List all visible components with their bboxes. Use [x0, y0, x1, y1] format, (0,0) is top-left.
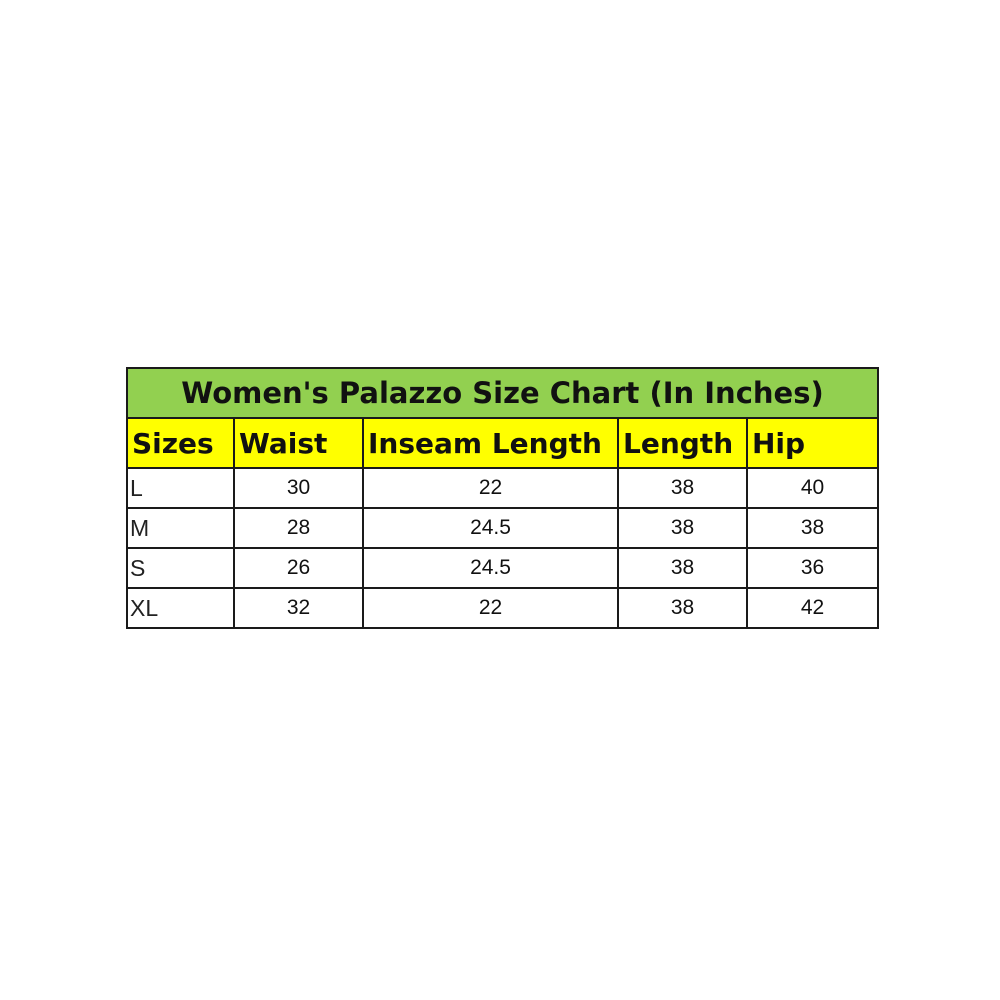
header-waist: Waist: [233, 417, 364, 469]
inseam-cell: 22: [362, 587, 619, 629]
header-length: Length: [617, 417, 748, 469]
table-row: M 28 24.5 38 38: [126, 507, 879, 549]
waist-cell: 30: [233, 467, 364, 509]
inseam-cell: 24.5: [362, 547, 619, 589]
length-cell: 38: [617, 587, 748, 629]
header-sizes: Sizes: [126, 417, 235, 469]
header-row: Sizes Waist Inseam Length Length Hip: [126, 417, 879, 469]
header-hip: Hip: [746, 417, 879, 469]
length-cell: 38: [617, 507, 748, 549]
waist-cell: 28: [233, 507, 364, 549]
size-cell: S: [126, 547, 235, 589]
size-cell: L: [126, 467, 235, 509]
hip-cell: 36: [746, 547, 879, 589]
size-cell: M: [126, 507, 235, 549]
hip-cell: 40: [746, 467, 879, 509]
header-inseam-length: Inseam Length: [362, 417, 619, 469]
table-row: S 26 24.5 38 36: [126, 547, 879, 589]
table-row: L 30 22 38 40: [126, 467, 879, 509]
hip-cell: 42: [746, 587, 879, 629]
inseam-cell: 22: [362, 467, 619, 509]
table-title: Women's Palazzo Size Chart (In Inches): [126, 367, 879, 419]
length-cell: 38: [617, 547, 748, 589]
waist-cell: 26: [233, 547, 364, 589]
waist-cell: 32: [233, 587, 364, 629]
inseam-cell: 24.5: [362, 507, 619, 549]
length-cell: 38: [617, 467, 748, 509]
size-chart-table: Women's Palazzo Size Chart (In Inches) S…: [126, 367, 879, 629]
table-row: XL 32 22 38 42: [126, 587, 879, 629]
size-cell: XL: [126, 587, 235, 629]
hip-cell: 38: [746, 507, 879, 549]
